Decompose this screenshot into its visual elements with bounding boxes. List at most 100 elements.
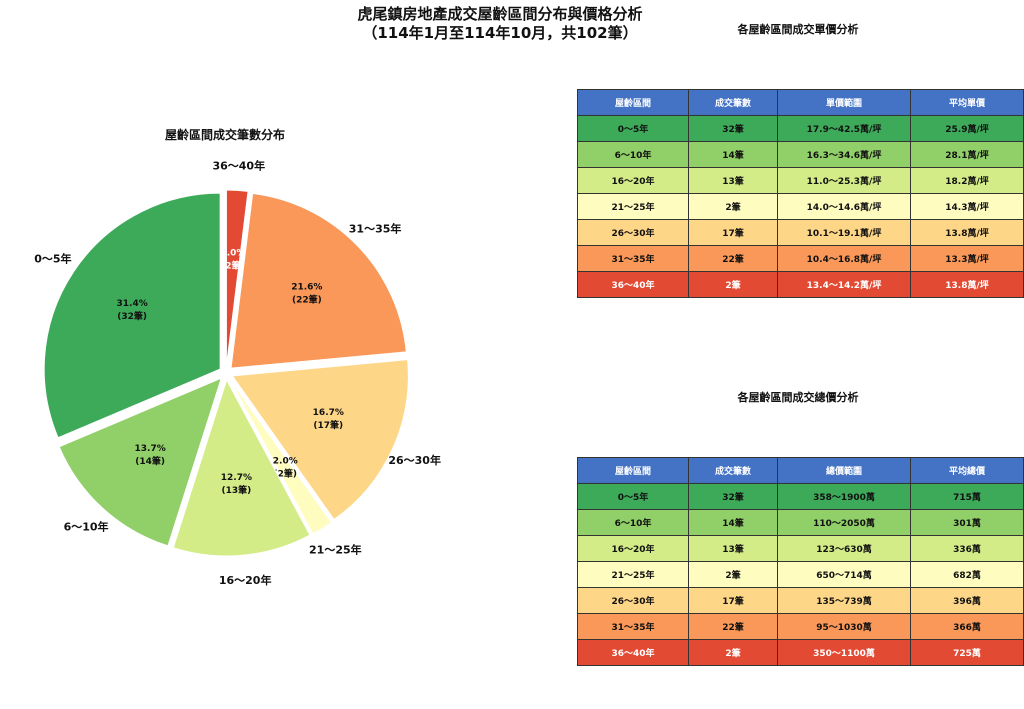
- main-title-line1: 虎尾鎮房地產成交屋齡區間分布與價格分析: [357, 5, 643, 23]
- cell-age-range: 31～35年: [577, 245, 689, 272]
- cell-count: 14筆: [688, 141, 778, 168]
- cell-age-range: 26～30年: [577, 219, 689, 246]
- slice-count-label: (2筆): [274, 468, 298, 480]
- table-row: 31～35年 22筆 10.4～16.8萬/坪 13.3萬/坪: [577, 245, 1024, 272]
- table-row: 26～30年 17筆 10.1～19.1萬/坪 13.8萬/坪: [577, 219, 1024, 246]
- cell-average-price: 396萬: [910, 587, 1024, 614]
- cell-average-price: 366萬: [910, 613, 1024, 640]
- slice-count-label: (2筆): [221, 260, 245, 272]
- table-row: 26～30年 17筆 135～739萬 396萬: [577, 587, 1024, 614]
- header-price-range: 總價範圍: [777, 457, 911, 484]
- cell-price-range: 11.0～25.3萬/坪: [777, 167, 911, 194]
- pie-slice: [229, 378, 333, 535]
- unit-price-table-title: 各屋齡區間成交單價分析: [737, 23, 859, 36]
- total-price-table: 屋齡區間 成交筆數 總價範圍 平均總價 0～5年 32筆 358～1900萬 715萬…: [577, 457, 1024, 666]
- unit-price-table: 屋齡區間 成交筆數 單價範圍 平均單價 0～5年 32筆 17.9～42.5萬/坪 2…: [577, 89, 1024, 298]
- cell-age-range: 6～10年: [577, 509, 689, 536]
- table-row: 0～5年 32筆 358～1900萬 715萬: [577, 483, 1024, 510]
- cell-count: 22筆: [688, 245, 778, 272]
- table-row: 21～25年 2筆 650～714萬 682萬: [577, 561, 1024, 588]
- pie-slice: [225, 189, 249, 367]
- unit-price-table-body: 0～5年 32筆 17.9～42.5萬/坪 25.9萬/坪 6～10年 14筆 16.3～3…: [577, 115, 1024, 298]
- cell-age-range: 31～35年: [577, 613, 689, 640]
- cell-count: 32筆: [688, 115, 778, 142]
- slice-category-label: 6～10年: [64, 519, 109, 533]
- total-price-table-title: 各屋齡區間成交總價分析: [737, 391, 859, 404]
- slice-percent-label: 13.7%: [135, 444, 166, 454]
- cell-price-range: 95～1030萬: [777, 613, 911, 640]
- cell-average-price: 13.8萬/坪: [910, 271, 1024, 298]
- slice-percent-label: 31.4%: [117, 299, 148, 309]
- table-row: 36～40年 2筆 350～1100萬 725萬: [577, 639, 1024, 666]
- pie-chart-title: 屋齡區間成交筆數分布: [164, 128, 285, 142]
- cell-count: 32筆: [688, 483, 778, 510]
- table-header-row: 屋齡區間 成交筆數 單價範圍 平均單價: [577, 89, 1024, 116]
- cell-age-range: 36～40年: [577, 271, 689, 298]
- cell-average-price: 14.3萬/坪: [910, 193, 1024, 220]
- cell-price-range: 10.4～16.8萬/坪: [777, 245, 911, 272]
- pie-slice: [58, 377, 223, 547]
- cell-average-price: 25.9萬/坪: [910, 115, 1024, 142]
- table-header-row: 屋齡區間 成交筆數 總價範圍 平均總價: [577, 457, 1024, 484]
- cell-price-range: 110～2050萬: [777, 509, 911, 536]
- cell-age-range: 21～25年: [577, 561, 689, 588]
- cell-average-price: 13.8萬/坪: [910, 219, 1024, 246]
- table-row: 6～10年 14筆 110～2050萬 301萬: [577, 509, 1024, 536]
- slice-percent-label: 16.7%: [313, 408, 344, 418]
- slice-category-label: 26～30年: [388, 453, 441, 467]
- pie-slice: [230, 192, 407, 369]
- slice-percent-label: 2.0%: [220, 249, 245, 259]
- cell-count: 13筆: [688, 167, 778, 194]
- header-count: 成交筆數: [688, 89, 778, 116]
- cell-count: 2筆: [688, 193, 778, 220]
- header-average-price: 平均總價: [910, 457, 1024, 484]
- cell-average-price: 715萬: [910, 483, 1024, 510]
- cell-age-range: 16～20年: [577, 167, 689, 194]
- cell-price-range: 358～1900萬: [777, 483, 911, 510]
- table-row: 16～20年 13筆 123～630萬 336萬: [577, 535, 1024, 562]
- cell-price-range: 135～739萬: [777, 587, 911, 614]
- cell-average-price: 18.2萬/坪: [910, 167, 1024, 194]
- header-price-range: 單價範圍: [777, 89, 911, 116]
- table-row: 36～40年 2筆 13.4～14.2萬/坪 13.8萬/坪: [577, 271, 1024, 298]
- slice-category-label: 21～25年: [309, 543, 362, 557]
- cell-average-price: 725萬: [910, 639, 1024, 666]
- cell-average-price: 13.3萬/坪: [910, 245, 1024, 272]
- cell-age-range: 0～5年: [577, 483, 689, 510]
- slice-category-label: 0～5年: [34, 251, 71, 265]
- header-average-price: 平均單價: [910, 89, 1024, 116]
- slice-count-label: (14筆): [135, 455, 165, 467]
- cell-count: 22筆: [688, 613, 778, 640]
- slice-count-label: (22筆): [292, 294, 322, 306]
- header-count: 成交筆數: [688, 457, 778, 484]
- slice-count-label: (13筆): [222, 484, 252, 496]
- cell-price-range: 16.3～34.6萬/坪: [777, 141, 911, 168]
- cell-average-price: 682萬: [910, 561, 1024, 588]
- slice-percent-label: 2.0%: [273, 457, 298, 467]
- pie-slice: [231, 359, 409, 521]
- cell-average-price: 336萬: [910, 535, 1024, 562]
- slice-category-label: 16～20年: [219, 573, 272, 587]
- cell-price-range: 17.9～42.5萬/坪: [777, 115, 911, 142]
- header-age-range: 屋齡區間: [577, 89, 689, 116]
- slice-category-label: 31～35年: [349, 221, 402, 235]
- table-row: 0～5年 32筆 17.9～42.5萬/坪 25.9萬/坪: [577, 115, 1024, 142]
- cell-count: 2筆: [688, 271, 778, 298]
- cell-age-range: 6～10年: [577, 141, 689, 168]
- table-row: 21～25年 2筆 14.0～14.6萬/坪 14.3萬/坪: [577, 193, 1024, 220]
- table-row: 6～10年 14筆 16.3～34.6萬/坪 28.1萬/坪: [577, 141, 1024, 168]
- cell-count: 13筆: [688, 535, 778, 562]
- cell-age-range: 16～20年: [577, 535, 689, 562]
- slice-count-label: (32筆): [117, 310, 147, 322]
- main-title: 虎尾鎮房地產成交屋齡區間分布與價格分析 （114年1月至114年10月，共102…: [300, 5, 700, 43]
- cell-average-price: 28.1萬/坪: [910, 141, 1024, 168]
- slice-count-label: (17筆): [313, 419, 343, 431]
- cell-age-range: 0～5年: [577, 115, 689, 142]
- cell-price-range: 350～1100萬: [777, 639, 911, 666]
- pie-chart: 2.0%(2筆)36～40年21.6%(22筆)31～35年16.7%(17筆)…: [34, 159, 441, 587]
- cell-count: 2筆: [688, 639, 778, 666]
- cell-age-range: 21～25年: [577, 193, 689, 220]
- cell-average-price: 301萬: [910, 509, 1024, 536]
- cell-age-range: 26～30年: [577, 587, 689, 614]
- total-price-table-body: 0～5年 32筆 358～1900萬 715萬 6～10年 14筆 110～2050萬 301…: [577, 483, 1024, 666]
